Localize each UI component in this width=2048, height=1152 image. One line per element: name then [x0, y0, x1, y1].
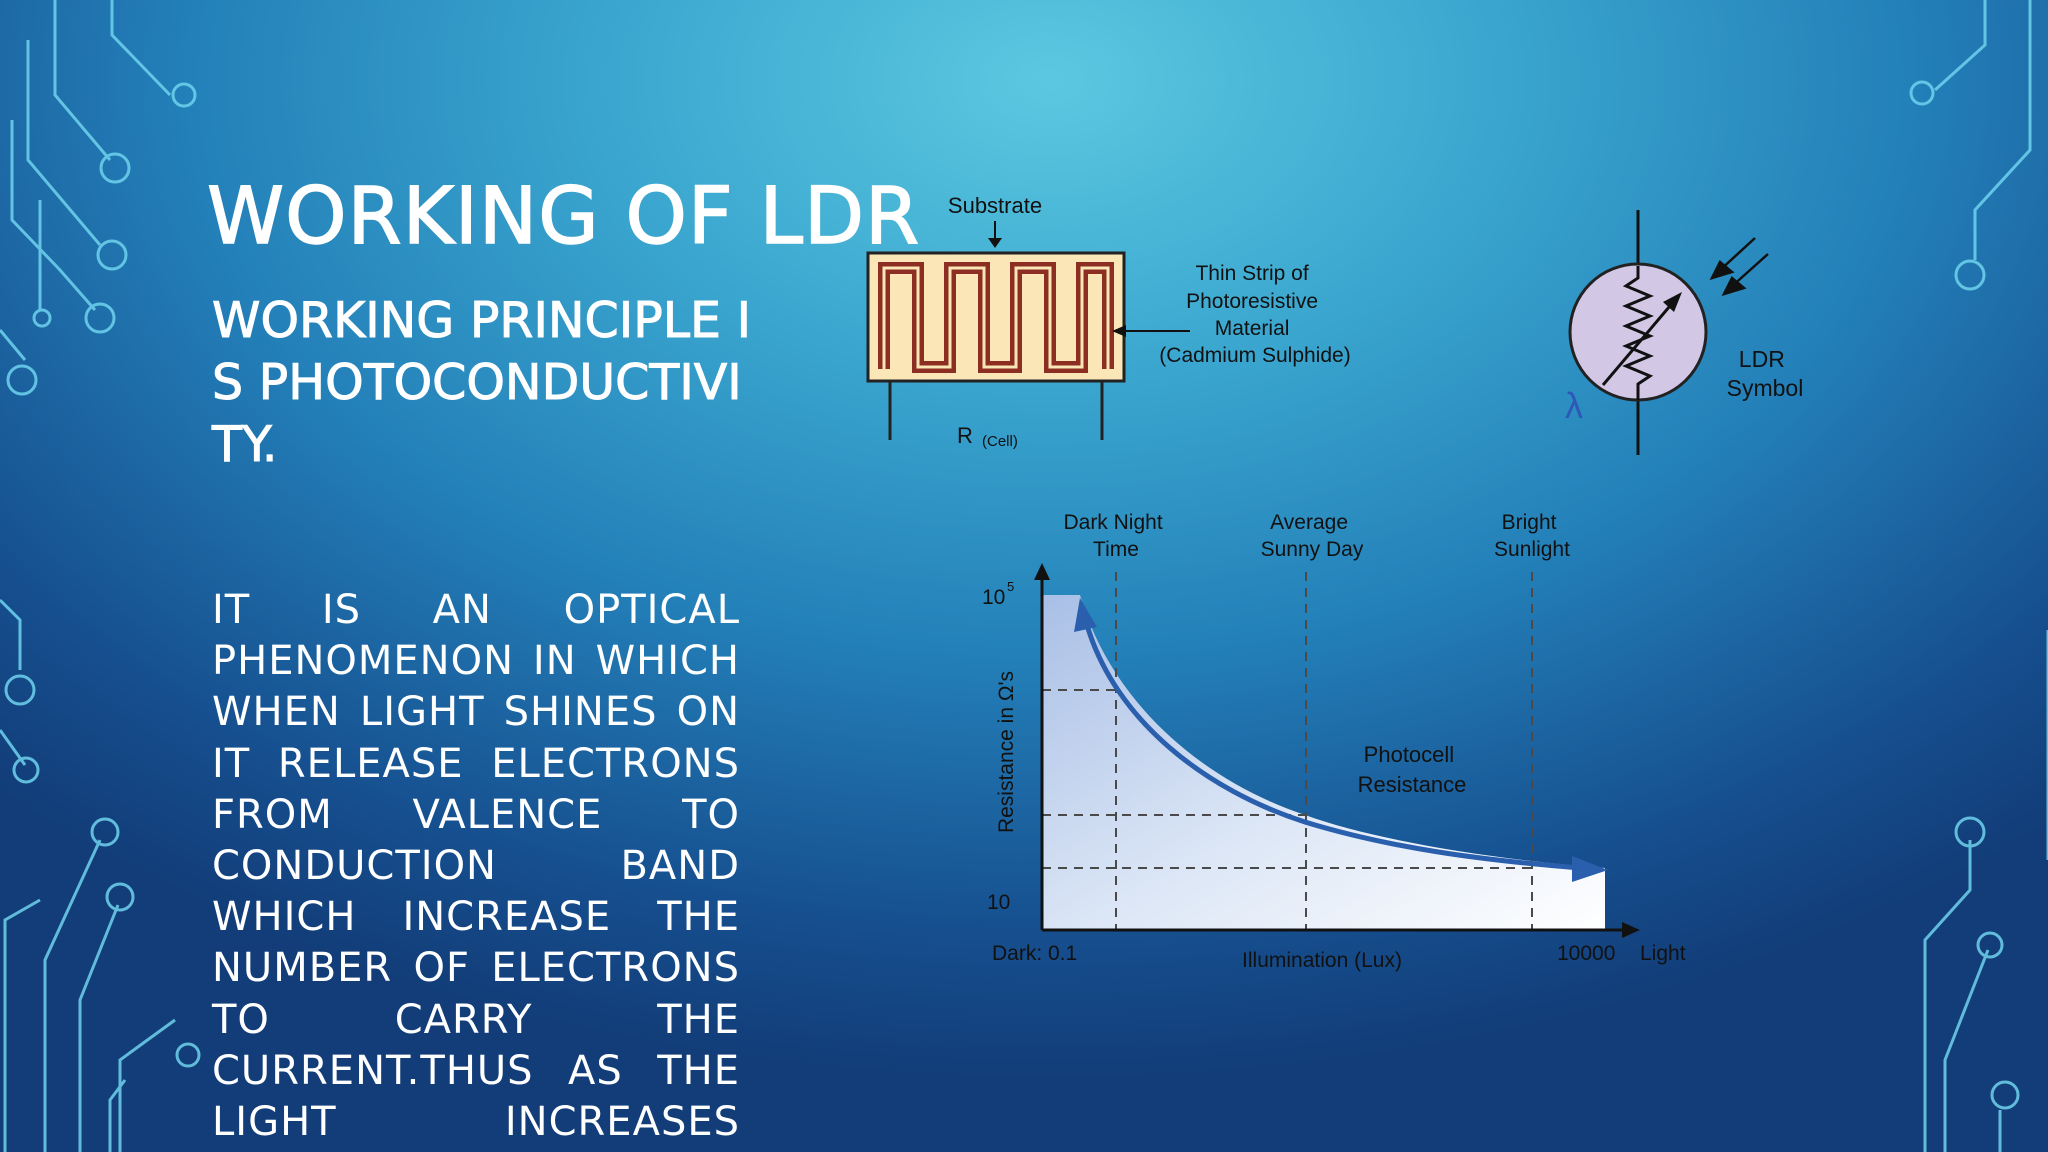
variable-arrow [1601, 299, 1677, 386]
x-right-label: Light [1640, 942, 1686, 965]
body-line: TO CARRY THE [212, 996, 740, 1043]
lambda-label: λ [1565, 385, 1583, 426]
y-axis-label: Resistance in Ω's [995, 671, 1018, 833]
body-line: IT IS AN OPTICAL [212, 587, 740, 633]
curve-arrowhead-top [1074, 598, 1097, 632]
substrate-arrowhead [988, 238, 1002, 248]
photocell-resistance-curve [1084, 624, 1581, 871]
body-line: CONDUCTION BAND [212, 843, 740, 890]
y-min-label: 10 [987, 891, 1010, 914]
variable-arrowhead [1663, 292, 1682, 312]
resistor-zigzag [1622, 266, 1654, 400]
body-line: IT RELEASE ELECTRONS [212, 740, 740, 787]
y-axis-arrowhead [1034, 563, 1050, 580]
body-line: NUMBER OF ELECTRONS [212, 945, 740, 992]
gridlines [1042, 572, 1533, 930]
strip-label: Thin Strip of Photoresistive Material (C… [1159, 262, 1350, 367]
x-axis-label: Illumination (Lux) [1242, 949, 1402, 972]
curve-arrowhead-right [1572, 856, 1608, 882]
region-label-average: Average Sunny Day [1261, 511, 1364, 561]
slide-body-text: IT IS AN OPTICAL PHENOMENON IN WHICH WHE… [212, 585, 740, 1148]
body-line: LIGHT INCREASES [212, 1099, 740, 1146]
region-label-dark: Dark Night Time [1063, 511, 1168, 561]
body-line: PHENOMENON IN WHICH [212, 638, 740, 685]
curve-label: Photocell Resistance [1358, 742, 1467, 797]
x-axis-arrowhead [1622, 922, 1640, 938]
curve-area [1042, 595, 1605, 930]
substrate-label: Substrate [948, 193, 1042, 218]
x-left-label: Dark: 0.1 [992, 942, 1077, 965]
y-max-exponent: 5 [1007, 579, 1014, 594]
slide-subtitle: WORKING PRINCIPLE IS PHOTOCONDUCTIVITY. [212, 292, 752, 474]
x-max-label: 10000 [1557, 942, 1615, 965]
body-line: FROM VALENCE TO [212, 791, 740, 838]
slide-title: WORKING OF LDR [206, 171, 921, 263]
light-rays-icon [1709, 237, 1769, 297]
strip-arrowhead [1112, 325, 1126, 337]
resistance-label: R [957, 423, 973, 448]
region-label-bright: Bright Sunlight [1494, 511, 1570, 561]
body-line: WHICH INCREASE THE [212, 894, 740, 941]
ldr-symbol-label: LDR Symbol [1727, 346, 1804, 401]
y-max-label: 10 [982, 586, 1005, 609]
resistance-subscript: (Cell) [982, 433, 1018, 450]
body-line: CURRENT.THUS AS THE [212, 1047, 740, 1094]
body-line: WHEN LIGHT SHINES ON [212, 689, 740, 736]
